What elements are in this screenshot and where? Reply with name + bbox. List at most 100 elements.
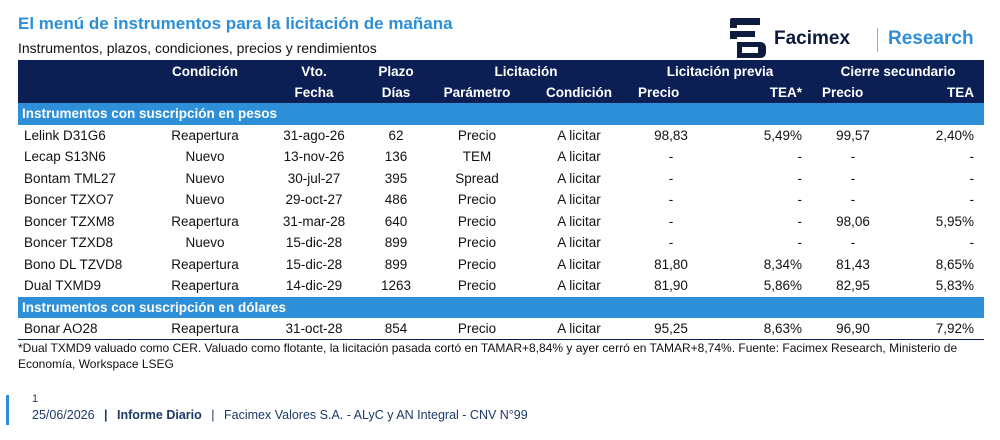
footer: 25/06/2026 | Informe Diario | Facimex Va… <box>32 408 528 422</box>
table-header-bottom: Fecha Días Parámetro Condición Precio TE… <box>18 81 985 103</box>
header-condicion: Condición <box>150 60 260 82</box>
header-licitacion-previa: Licitación previa <box>628 60 813 82</box>
maturity-date-cell: 13-nov-26 <box>283 149 345 165</box>
secondary-price-cell: 96,90 <box>812 318 895 340</box>
parameter-cell: Precio <box>457 235 497 251</box>
auction-status-cell: A licitar <box>557 192 601 208</box>
facimex-logo-icon <box>730 18 766 58</box>
days-cell: 899 <box>384 256 408 272</box>
auction-status-cell: A licitar <box>557 170 601 186</box>
prev-price-cell: - <box>668 213 674 229</box>
header-cell-empty <box>18 60 150 82</box>
parameter-cell: Spread <box>455 170 499 186</box>
prev-tea-cell: 5,49% <box>763 127 803 143</box>
days-cell: 1263 <box>380 278 412 294</box>
prev-tea-cell: 8,34% <box>763 256 803 272</box>
table-row: Boncer TZXM8 Reapertura 31-mar-28 640 Precio… <box>18 211 984 233</box>
prev-price-cell: - <box>668 192 674 208</box>
header-vto: Vto. <box>260 60 368 82</box>
prev-tea-cell: - <box>797 213 803 229</box>
instrument-cell: Lelink D31G6 <box>24 127 106 143</box>
days-cell: 899 <box>384 235 408 251</box>
condition-cell: Reapertura <box>171 278 239 294</box>
secondary-price-cell: 82,95 <box>836 278 870 294</box>
secondary-tea-cell: - <box>969 235 975 251</box>
header-sec-precio: Precio <box>812 81 895 103</box>
table-row: Boncer TZXD8 Nuevo 15-dic-28 899 Precio A lic… <box>18 232 984 254</box>
days-cell: 854 <box>368 318 424 340</box>
prev-price-cell: 81,80 <box>654 256 688 272</box>
condition-cell: Nuevo <box>185 170 225 186</box>
header-fecha: Fecha <box>260 81 368 103</box>
condition-cell: Reapertura <box>171 256 239 272</box>
parameter-cell: Precio <box>457 127 497 143</box>
maturity-date-cell: 31-oct-28 <box>260 318 368 340</box>
instrument-cell: Boncer TZXD8 <box>24 235 114 251</box>
instrument-cell: Bono DL TZVD8 <box>24 256 123 272</box>
prev-tea-cell: - <box>797 170 803 186</box>
prev-price-cell: 98,83 <box>654 127 688 143</box>
header-licitacion: Licitación <box>424 60 629 82</box>
footer-separator: | <box>211 408 215 422</box>
prev-price-cell: - <box>668 235 674 251</box>
maturity-date-cell: 15-dic-28 <box>285 256 343 272</box>
instrument-cell: Bontam TML27 <box>24 170 117 186</box>
auction-status-cell: A licitar <box>557 256 601 272</box>
secondary-tea-cell: - <box>969 149 975 165</box>
maturity-date-cell: 31-ago-26 <box>283 127 345 143</box>
page-title: El menú de instrumentos para la licitaci… <box>18 14 453 33</box>
logo-divider <box>877 28 878 52</box>
header-condicion-2: Condición <box>530 81 629 103</box>
days-cell: 395 <box>384 170 408 186</box>
secondary-price-cell: 98,06 <box>836 213 870 229</box>
maturity-date-cell: 29-oct-27 <box>285 192 343 208</box>
secondary-price-cell: 99,57 <box>836 127 870 143</box>
footer-separator: | <box>104 408 108 422</box>
facimex-logo: Facimex Research <box>730 18 992 58</box>
auction-status-cell: A licitar <box>530 318 629 340</box>
rows-dolares: Bonar AO28 Reapertura 31-oct-28 854 Precio A … <box>18 318 985 340</box>
instrument-cell: Lecap S13N6 <box>24 149 106 165</box>
instruments-table: Condición Vto. Plazo Licitación Licitaci… <box>18 60 985 340</box>
days-cell: 62 <box>388 127 404 143</box>
secondary-tea-cell: 2,40% <box>935 127 975 143</box>
condition-cell: Nuevo <box>185 192 225 208</box>
section-title-pesos: Instrumentos con suscripción en pesos <box>18 103 985 125</box>
prev-price-cell: - <box>668 149 674 165</box>
maturity-date-cell: 14-dic-29 <box>285 278 343 294</box>
auction-status-cell: A licitar <box>557 235 601 251</box>
secondary-price-cell: - <box>850 235 856 251</box>
rows-pesos: Lelink D31G6 Reapertura 31-ago-26 62 Precio A… <box>18 125 984 297</box>
parameter-cell: Precio <box>457 192 497 208</box>
header-cell-empty <box>18 81 150 103</box>
auction-status-cell: A licitar <box>557 278 601 294</box>
footer-date: 25/06/2026 <box>32 408 95 422</box>
condition-cell: Nuevo <box>185 149 225 165</box>
table-row: Bontam TML27 Nuevo 30-jul-27 395 Spread A lic… <box>18 168 984 190</box>
logo-research: Research <box>888 28 974 49</box>
secondary-tea-cell: - <box>969 192 975 208</box>
maturity-date-cell: 30-jul-27 <box>287 170 341 186</box>
secondary-tea-cell: 7,92% <box>894 318 985 340</box>
secondary-price-cell: - <box>850 192 856 208</box>
prev-price-cell: 81,90 <box>654 278 688 294</box>
footnote: *Dual TXMD9 valuado como CER. Valuado co… <box>18 341 958 371</box>
days-cell: 136 <box>384 149 408 165</box>
prev-price-cell: - <box>668 170 674 186</box>
condition-cell: Reapertura <box>150 318 260 340</box>
secondary-price-cell: - <box>850 170 856 186</box>
table-row: Lecap S13N6 Nuevo 13-nov-26 136 TEM A licitar… <box>18 146 984 168</box>
table-row: Bonar AO28 Reapertura 31-oct-28 854 Precio A … <box>18 318 985 340</box>
secondary-tea-cell: 8,65% <box>935 256 975 272</box>
prev-tea-cell: - <box>797 149 803 165</box>
header-prev-tea: TEA* <box>714 81 813 103</box>
parameter-cell: Precio <box>457 256 497 272</box>
maturity-date-cell: 31-mar-28 <box>282 213 346 229</box>
prev-price-cell: 95,25 <box>628 318 715 340</box>
secondary-price-cell: 81,43 <box>836 256 870 272</box>
secondary-tea-cell: - <box>969 170 975 186</box>
instrument-cell: Bonar AO28 <box>18 318 150 340</box>
maturity-date-cell: 15-dic-28 <box>285 235 343 251</box>
prev-tea-cell: 8,63% <box>714 318 813 340</box>
header-parametro: Parámetro <box>424 81 530 103</box>
